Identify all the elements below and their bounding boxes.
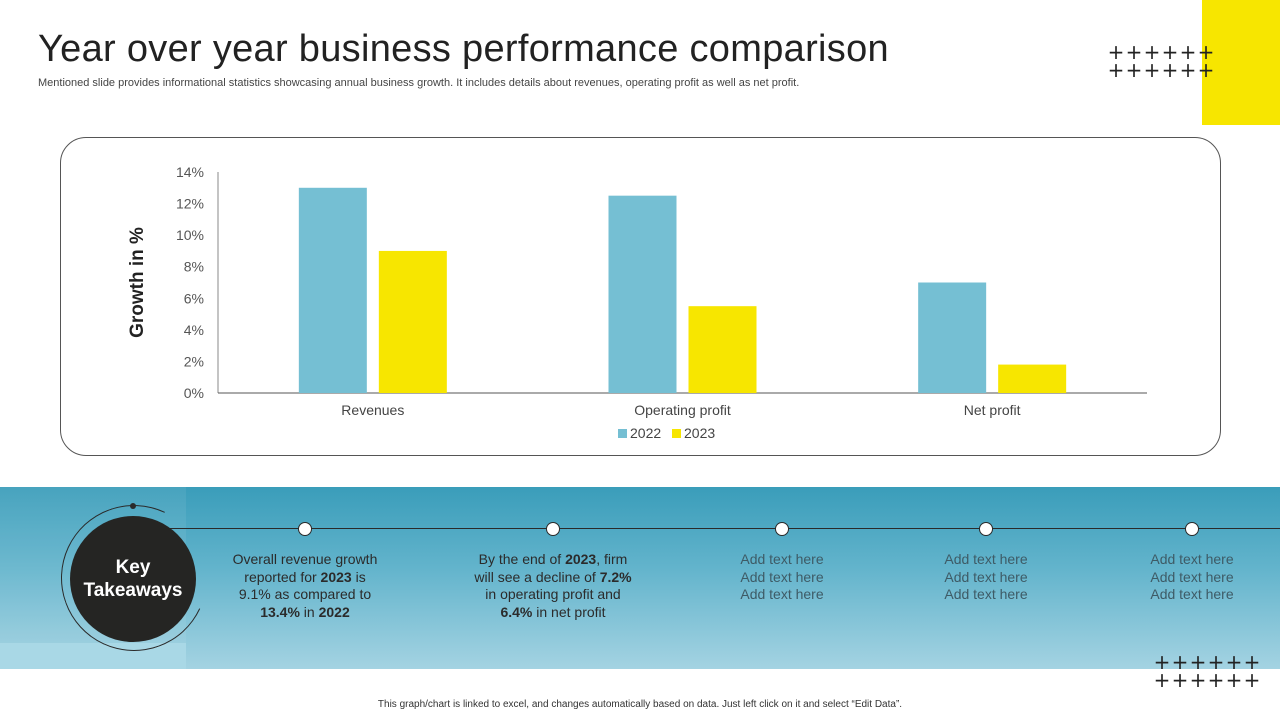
plus-pattern-bottom: + + + + + + + + + + + +: [1153, 650, 1261, 692]
x-category-label: Revenues: [341, 402, 404, 418]
plus-icon: +: [1107, 40, 1125, 64]
y-tick-label: 8%: [184, 259, 204, 275]
plus-icon: +: [1243, 650, 1261, 674]
takeaway-1-base-year: 2022: [318, 603, 350, 620]
plus-icon: +: [1189, 650, 1207, 674]
takeaways-band: [0, 487, 1280, 669]
plus-icon: +: [1179, 58, 1197, 82]
plus-icon: +: [1153, 668, 1171, 692]
takeaway-2-line-1a: By the end of: [478, 551, 566, 567]
plus-icon: +: [1125, 40, 1143, 64]
plus-icon: +: [1189, 668, 1207, 692]
plus-icon: +: [1197, 40, 1215, 64]
yellow-accent-block: [1202, 0, 1280, 125]
takeaway-1-line-2a: reported for: [244, 568, 321, 585]
plus-icon: +: [1197, 58, 1215, 82]
plus-icon: +: [1225, 668, 1243, 692]
takeaway-2-line-4b: in net profit: [532, 603, 606, 620]
takeaway-1-line-2c: is: [351, 568, 366, 585]
timeline-line: [135, 528, 1280, 529]
legend-label-2023: 2023: [684, 425, 715, 441]
plus-icon: +: [1207, 668, 1225, 692]
key-takeaways-badge: Key Takeaways: [70, 516, 196, 642]
page-title: Year over year business performance comp…: [38, 28, 889, 70]
timeline-dot: [298, 522, 312, 536]
takeaway-1-line-4b: in: [299, 603, 319, 620]
takeaways-heading-line2: Takeaways: [83, 580, 183, 601]
takeaway-placeholder-2[interactable]: Add text here Add text here Add text her…: [911, 551, 1061, 604]
plus-icon: +: [1153, 650, 1171, 674]
plus-icon: +: [1171, 668, 1189, 692]
plus-icon: +: [1179, 40, 1197, 64]
takeaway-2-line-3: in operating profit and: [485, 586, 621, 602]
takeaway-1-year: 2023: [320, 568, 352, 585]
plus-icon: +: [1225, 650, 1243, 674]
timeline-dot: [546, 522, 560, 536]
timeline-dot: [1185, 522, 1199, 536]
plus-icon: +: [1143, 40, 1161, 64]
y-tick-label: 10%: [176, 227, 204, 243]
y-tick-label: 14%: [176, 164, 204, 180]
legend-label-2022: 2022: [630, 425, 661, 441]
x-category-label: Operating profit: [634, 402, 731, 418]
plus-icon: +: [1207, 650, 1225, 674]
takeaway-1-line-1: Overall revenue growth: [232, 551, 378, 567]
ring-dot: [130, 503, 136, 509]
bar-2023-revenues: [378, 250, 447, 393]
plus-icon: +: [1125, 58, 1143, 82]
plus-icon: +: [1161, 40, 1179, 64]
takeaway-2-decline: 7.2%: [599, 568, 632, 585]
plus-icon: +: [1107, 58, 1125, 82]
bar-2023-net-profit: [998, 364, 1067, 393]
y-tick-label: 4%: [184, 322, 204, 338]
legend-swatch-2022: [618, 429, 627, 438]
plus-icon: +: [1143, 58, 1161, 82]
takeaway-1-value: 13.4%: [260, 603, 300, 620]
bar-2022-net-profit: [918, 282, 987, 393]
placeholder-line: Add text here: [1150, 551, 1234, 567]
placeholder-line: Add text here: [944, 551, 1028, 567]
y-axis-label: Growth in %: [127, 227, 148, 338]
takeaway-2-line-1c: , firm: [596, 551, 628, 567]
band-light-strip: [0, 643, 186, 669]
timeline-dot: [775, 522, 789, 536]
takeaway-2-year: 2023: [565, 551, 597, 567]
bar-2023-operating-profit: [688, 306, 757, 393]
takeaways-heading-line1: Key: [115, 557, 151, 578]
takeaway-2-net-value: 6.4%: [500, 603, 533, 620]
plus-pattern-top: + + + + + + + + + + + +: [1107, 40, 1215, 82]
placeholder-line: Add text here: [1150, 568, 1234, 585]
takeaway-2-line-2a: will see a decline of: [474, 568, 600, 585]
takeaway-placeholder-3[interactable]: Add text here Add text here Add text her…: [1117, 551, 1267, 604]
footer-note: This graph/chart is linked to excel, and…: [377, 699, 903, 710]
takeaway-text-1: Overall revenue growth reported for 2023…: [210, 551, 400, 621]
placeholder-line: Add text here: [944, 568, 1028, 585]
y-tick-label: 0%: [184, 385, 204, 401]
timeline-dot: [979, 522, 993, 536]
x-category-label: Net profit: [964, 402, 1021, 418]
takeaway-text-2: By the end of 2023, firm will see a decl…: [448, 551, 658, 621]
placeholder-line: Add text here: [740, 586, 824, 602]
placeholder-line: Add text here: [740, 551, 824, 567]
placeholder-line: Add text here: [1150, 586, 1234, 602]
bar-chart[interactable]: 0% 2% 4% 6% 8% 10% 12% 14% Growth in % Revenues Op…: [61, 138, 1222, 457]
bar-2022-revenues: [298, 187, 367, 393]
takeaway-placeholder-1[interactable]: Add text here Add text here Add text her…: [707, 551, 857, 604]
y-tick-label: 6%: [184, 290, 204, 306]
bar-2022-operating-profit: [608, 195, 677, 393]
placeholder-line: Add text here: [740, 568, 824, 585]
plus-icon: +: [1243, 668, 1261, 692]
placeholder-line: Add text here: [944, 586, 1028, 602]
y-tick-label: 12%: [176, 196, 204, 212]
takeaway-1-line-3: 9.1% as compared to: [238, 586, 372, 602]
plus-icon: +: [1171, 650, 1189, 674]
y-tick-label: 2%: [184, 353, 204, 369]
page-subtitle: Mentioned slide provides informational s…: [38, 77, 800, 89]
plus-icon: +: [1161, 58, 1179, 82]
chart-frame[interactable]: 0% 2% 4% 6% 8% 10% 12% 14% Growth in % Revenues Op…: [60, 137, 1221, 456]
legend-swatch-2023: [672, 429, 681, 438]
